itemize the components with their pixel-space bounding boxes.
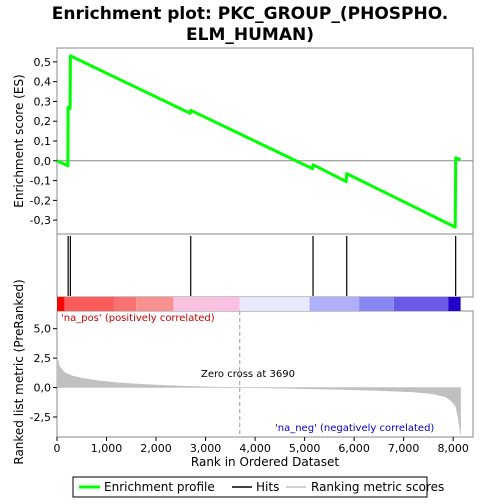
- es-y-tick-label: 0,1: [34, 135, 52, 148]
- es-y-tick-label: 0,4: [34, 76, 52, 89]
- chart-title-line-2: ELM_HUMAN): [186, 25, 314, 45]
- es-y-tick-label: -0,1: [30, 175, 51, 188]
- x-tick-label: 7,000: [388, 442, 420, 455]
- es-y-tick-label: 0,2: [34, 115, 52, 128]
- color-bar-segment: [173, 297, 240, 311]
- x-axis-label: Rank in Ordered Dataset: [191, 455, 339, 469]
- es-y-tick-label: 0,5: [34, 56, 52, 69]
- metric-y-tick-label: -2,5: [30, 411, 51, 424]
- es-y-axis: 0,5 0,4 0,3 0,2 0,1 0,0 -0,1 -0,2 -0,3: [30, 56, 57, 227]
- x-tick-label: 0: [54, 442, 61, 455]
- color-bar-segment: [136, 297, 174, 311]
- hits-panel-frame: [56, 233, 474, 298]
- metric-group: [56, 311, 461, 437]
- legend-label-hits: Hits: [256, 480, 279, 494]
- x-tick-label: 1,000: [91, 442, 123, 455]
- color-bar-segment: [57, 297, 65, 311]
- es-y-tick-label: -0,3: [30, 214, 51, 227]
- es-y-tick-label: -0,2: [30, 194, 51, 207]
- neg-correlated-label: 'na_neg' (negatively correlated): [275, 423, 434, 434]
- pos-correlated-label: 'na_pos' (positively correlated): [61, 313, 215, 324]
- zero-cross-label: Zero cross at 3690: [201, 369, 295, 380]
- chart-title-line-1: Enrichment plot: PKC_GROUP_(PHOSPHO.: [52, 4, 449, 24]
- color-bar-segment: [309, 297, 360, 311]
- x-tick-label: 6,000: [338, 442, 370, 455]
- x-axis: 0 1,000 2,000 3,000 4,000 5,000 6,000 7,000 8,00…: [54, 437, 469, 455]
- legend-label-metric: Ranking metric scores: [311, 480, 444, 494]
- metric-y-axis: 5,0 2,5 0,0 -2,5: [30, 323, 57, 424]
- color-bar-segment: [393, 297, 449, 311]
- color-bar-segment: [448, 297, 461, 311]
- metric-y-tick-label: 5,0: [34, 323, 52, 336]
- color-bar: [57, 297, 461, 311]
- es-y-axis-label: Enrichment score (ES): [12, 74, 26, 207]
- ranking-metric-area: [56, 355, 461, 435]
- x-tick-label: 4,000: [239, 442, 271, 455]
- metric-y-tick-label: 2,5: [34, 352, 52, 365]
- enrichment-profile-line: [56, 54, 462, 229]
- metric-y-axis-label: Ranked list metric (PreRanked): [12, 279, 26, 464]
- x-tick-label: 3,000: [190, 442, 222, 455]
- color-bar-segment: [64, 297, 114, 311]
- legend-label-enrichment: Enrichment profile: [104, 480, 215, 494]
- metric-panel-frame: [56, 310, 474, 438]
- color-bar-segment: [113, 297, 137, 311]
- es-y-tick-label: 0,0: [34, 155, 52, 168]
- es-series-group: [56, 54, 462, 229]
- hits-group: [67, 236, 457, 296]
- es-y-tick-label: 0,3: [34, 95, 52, 108]
- metric-y-tick-label: 0,0: [34, 382, 52, 395]
- x-tick-label: 8,000: [437, 442, 469, 455]
- x-tick-label: 2,000: [140, 442, 172, 455]
- color-bar-segment: [359, 297, 394, 311]
- color-bar-segment: [239, 297, 310, 311]
- x-tick-label: 5,000: [289, 442, 321, 455]
